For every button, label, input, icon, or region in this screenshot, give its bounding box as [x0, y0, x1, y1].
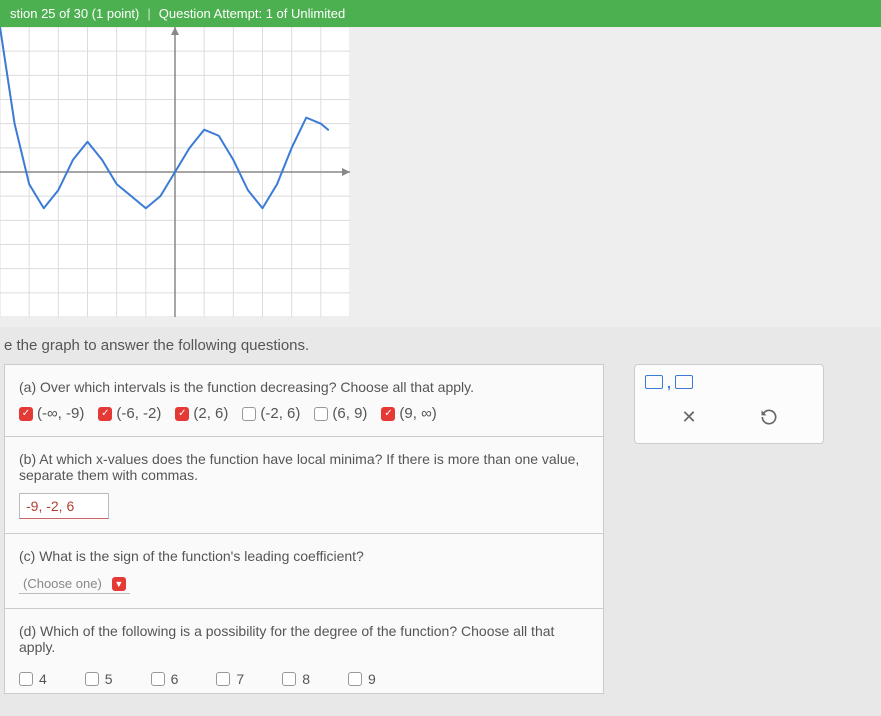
close-icon: ✕ [681, 407, 696, 428]
option-label: (-2, 6) [260, 405, 300, 422]
question-a: (a) Over which intervals is the function… [5, 365, 603, 437]
question-a-options: ✓ (-∞, -9) ✓ (-6, -2) ✓ (2, 6) (-2, 6) (6, 9) ✓ (… [19, 405, 589, 422]
qa-options-option[interactable]: ✓ (2, 6) [175, 405, 228, 422]
minima-input[interactable] [19, 493, 109, 519]
qd-options-option[interactable]: 9 [348, 671, 376, 687]
question-d-options: 4 5 6 7 8 9 [19, 665, 589, 687]
question-d-prompt: (d) Which of the following is a possibil… [19, 623, 589, 655]
question-c-prompt: (c) What is the sign of the function's l… [19, 548, 589, 564]
divider: | [147, 6, 150, 21]
option-label: 4 [39, 671, 47, 687]
option-label: 5 [105, 671, 113, 687]
checkbox-icon [348, 672, 362, 686]
interval-notation-icon[interactable]: , [645, 375, 813, 391]
question-b: (b) At which x-values does the function … [5, 437, 603, 534]
checkbox-icon [242, 407, 256, 421]
qd-options-option[interactable]: 7 [216, 671, 244, 687]
option-label: 8 [302, 671, 310, 687]
qd-options-option[interactable]: 8 [282, 671, 310, 687]
question-d: (d) Which of the following is a possibil… [5, 609, 603, 693]
qa-options-option[interactable]: ✓ (-6, -2) [98, 405, 161, 422]
qd-options-option[interactable]: 6 [151, 671, 179, 687]
qa-options-option[interactable]: (6, 9) [314, 405, 367, 422]
sign-dropdown[interactable]: (Choose one) ▼ [19, 574, 130, 594]
qa-options-option[interactable]: (-2, 6) [242, 405, 300, 422]
option-label: 6 [171, 671, 179, 687]
header-bar: stion 25 of 30 (1 point) | Question Atte… [0, 0, 881, 27]
qa-options-option[interactable]: ✓ (9, ∞) [381, 405, 436, 422]
qd-options-option[interactable]: 4 [19, 671, 47, 687]
attempt-label: Question Attempt: 1 of Unlimited [159, 6, 345, 21]
graph-container [0, 27, 881, 327]
dropdown-placeholder: (Choose one) [23, 576, 102, 591]
option-label: (-∞, -9) [37, 405, 84, 422]
checkbox-icon [216, 672, 230, 686]
checkbox-icon: ✓ [381, 407, 395, 421]
checkbox-icon [19, 672, 33, 686]
qd-options-option[interactable]: 5 [85, 671, 113, 687]
checkbox-icon [151, 672, 165, 686]
checkbox-icon [282, 672, 296, 686]
function-graph [0, 27, 350, 317]
checkbox-icon: ✓ [19, 407, 33, 421]
checkbox-icon: ✓ [175, 407, 189, 421]
checkbox-icon [314, 407, 328, 421]
option-label: (6, 9) [332, 405, 367, 422]
instruction-text: e the graph to answer the following ques… [0, 327, 881, 364]
option-label: 9 [368, 671, 376, 687]
option-label: (-6, -2) [116, 405, 161, 422]
chevron-down-icon: ▼ [112, 577, 126, 591]
answer-toolbox: , ✕ [634, 364, 824, 444]
reset-button[interactable] [749, 401, 789, 433]
checkbox-icon: ✓ [98, 407, 112, 421]
close-button[interactable]: ✕ [669, 401, 709, 433]
question-b-prompt: (b) At which x-values does the function … [19, 451, 589, 483]
option-label: 7 [236, 671, 244, 687]
qa-options-option[interactable]: ✓ (-∞, -9) [19, 405, 84, 422]
question-c: (c) What is the sign of the function's l… [5, 534, 603, 609]
option-label: (9, ∞) [399, 405, 436, 422]
checkbox-icon [85, 672, 99, 686]
option-label: (2, 6) [193, 405, 228, 422]
undo-icon [759, 407, 779, 427]
question-progress: stion 25 of 30 (1 point) [10, 6, 139, 21]
question-a-prompt: (a) Over which intervals is the function… [19, 379, 589, 395]
questions-panel: (a) Over which intervals is the function… [4, 364, 604, 694]
